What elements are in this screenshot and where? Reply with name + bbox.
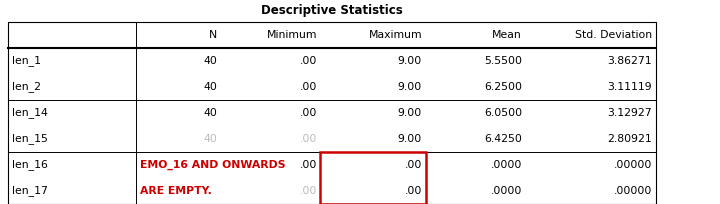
Text: EMO_16 AND ONWARDS: EMO_16 AND ONWARDS	[140, 160, 286, 170]
Bar	[320, 152, 426, 204]
Text: Maximum: Maximum	[369, 30, 422, 40]
Text: .00: .00	[405, 186, 422, 196]
Text: Descriptive Statistics: Descriptive Statistics	[261, 4, 403, 17]
Text: 40: 40	[203, 56, 217, 66]
Text: Std. Deviation: Std. Deviation	[575, 30, 652, 40]
Text: 3.12927: 3.12927	[608, 108, 652, 118]
Text: .00000: .00000	[613, 186, 652, 196]
Text: 6.2500: 6.2500	[484, 82, 522, 92]
Text: 9.00: 9.00	[397, 56, 422, 66]
Text: .00000: .00000	[613, 160, 652, 170]
Text: 40: 40	[203, 134, 217, 144]
Text: len_17: len_17	[12, 186, 48, 196]
Text: .0000: .0000	[490, 160, 522, 170]
Text: 5.5500: 5.5500	[484, 56, 522, 66]
Text: .00: .00	[300, 56, 317, 66]
Text: 3.11119: 3.11119	[608, 82, 652, 92]
Text: 6.4250: 6.4250	[484, 134, 522, 144]
Text: Minimum: Minimum	[266, 30, 317, 40]
Text: .00: .00	[300, 108, 317, 118]
Text: 9.00: 9.00	[397, 134, 422, 144]
Text: len_1: len_1	[12, 55, 41, 67]
Text: 40: 40	[203, 108, 217, 118]
Text: 2.80921: 2.80921	[607, 134, 652, 144]
Text: len_16: len_16	[12, 160, 48, 171]
Text: 40: 40	[203, 82, 217, 92]
Text: N: N	[209, 30, 217, 40]
Text: .00: .00	[300, 82, 317, 92]
Text: 3.86271: 3.86271	[608, 56, 652, 66]
Text: len_2: len_2	[12, 82, 41, 92]
Text: 9.00: 9.00	[397, 108, 422, 118]
Text: len_14: len_14	[12, 108, 48, 119]
Text: Mean: Mean	[492, 30, 522, 40]
Text: .00: .00	[300, 186, 317, 196]
Text: .0000: .0000	[490, 186, 522, 196]
Text: ARE EMPTY.: ARE EMPTY.	[140, 186, 212, 196]
Bar	[8, 22, 656, 204]
Text: .00: .00	[405, 160, 422, 170]
Text: 9.00: 9.00	[397, 82, 422, 92]
Text: len_15: len_15	[12, 134, 48, 144]
Text: .00: .00	[300, 134, 317, 144]
Text: 6.0500: 6.0500	[484, 108, 522, 118]
Text: .00: .00	[300, 160, 317, 170]
